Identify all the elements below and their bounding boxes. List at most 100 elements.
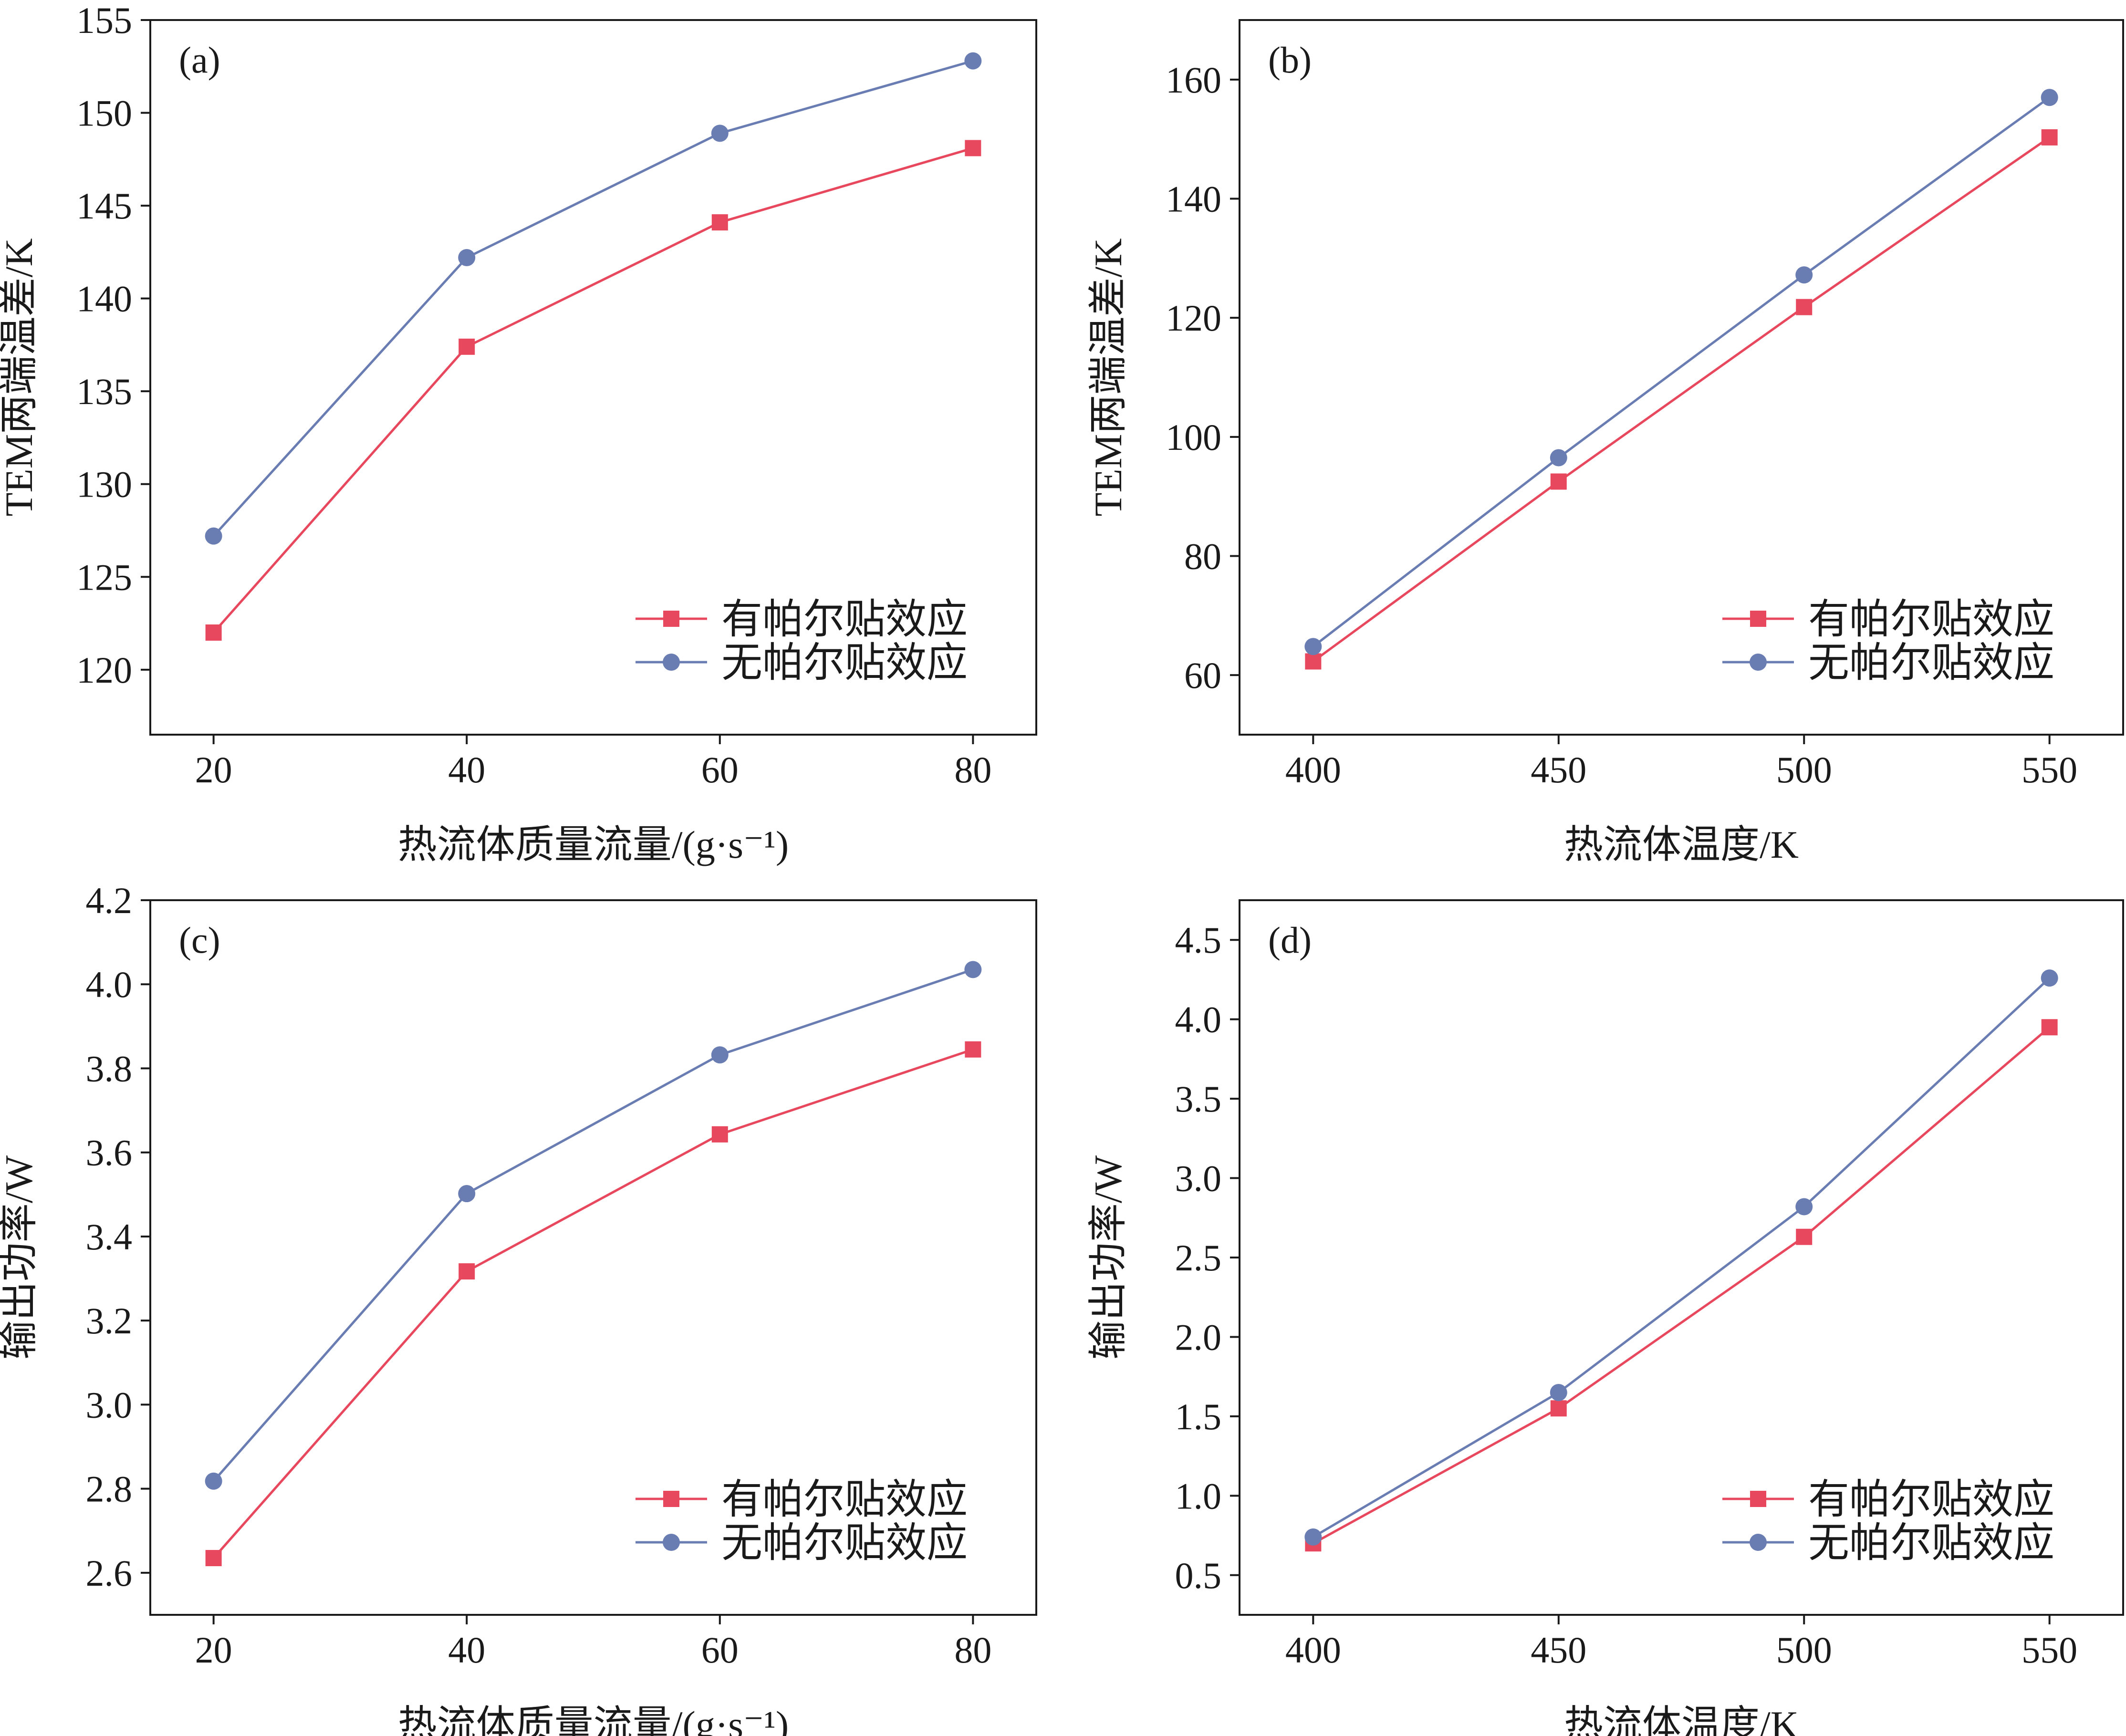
y-tick-label: 3.5 bbox=[1175, 1078, 1222, 1120]
y-tick-label: 2.8 bbox=[86, 1468, 133, 1510]
data-point-circle bbox=[1550, 449, 1567, 467]
data-point-square bbox=[2041, 129, 2058, 146]
x-tick-label: 400 bbox=[1285, 749, 1341, 790]
x-tick-label: 20 bbox=[195, 1629, 232, 1671]
y-tick-label: 130 bbox=[76, 464, 132, 505]
x-tick-label: 450 bbox=[1531, 749, 1586, 790]
data-point-circle bbox=[1795, 1198, 1813, 1216]
legend-marker-circle bbox=[1750, 1534, 1767, 1551]
data-point-square bbox=[1796, 299, 1813, 315]
data-point-circle bbox=[458, 249, 476, 267]
data-point-circle bbox=[711, 1046, 729, 1064]
legend-label: 有帕尔贴效应 bbox=[1808, 596, 2054, 642]
x-tick-label: 550 bbox=[2022, 1629, 2077, 1671]
data-point-circle bbox=[2041, 969, 2058, 987]
legend-marker-square bbox=[1750, 1491, 1766, 1507]
y-axis-label: 输出功率/W bbox=[1086, 1155, 1130, 1360]
legend-marker-square bbox=[1750, 611, 1766, 627]
y-tick-label: 120 bbox=[1166, 297, 1221, 339]
panel-label: (a) bbox=[179, 39, 220, 81]
y-tick-label: 155 bbox=[76, 0, 132, 41]
x-tick-label: 500 bbox=[1776, 749, 1832, 790]
y-tick-label: 1.0 bbox=[1175, 1475, 1222, 1517]
data-point-square bbox=[459, 1263, 475, 1280]
y-tick-label: 4.5 bbox=[1175, 919, 1222, 961]
x-axis-label: 热流体质量流量/(g·s⁻¹) bbox=[398, 823, 789, 866]
x-tick-label: 80 bbox=[954, 1629, 991, 1671]
x-tick-label: 500 bbox=[1776, 1629, 1832, 1671]
series-line bbox=[212, 60, 974, 537]
series-line bbox=[212, 1048, 974, 1559]
x-axis-label: 热流体温度/K bbox=[1564, 823, 1799, 866]
chart-panel: 400 450 500 550 60 80 100 120 140 160 热流体温度/K TEM两端… bbox=[1086, 19, 2124, 866]
y-tick-label: 0.5 bbox=[1175, 1555, 1222, 1596]
x-tick-label: 60 bbox=[701, 1629, 739, 1671]
x-tick-label: 40 bbox=[448, 1629, 485, 1671]
data-point-square bbox=[1796, 1228, 1813, 1245]
legend-label: 有帕尔贴效应 bbox=[1808, 1476, 2054, 1522]
y-tick-label: 150 bbox=[76, 93, 132, 134]
data-point-square bbox=[965, 140, 981, 156]
y-axis-label: 输出功率/W bbox=[0, 1155, 41, 1360]
data-point-square bbox=[205, 1550, 222, 1567]
y-tick-label: 4.2 bbox=[86, 880, 133, 921]
x-tick-label: 550 bbox=[2022, 749, 2077, 790]
x-axis-label: 热流体温度/K bbox=[1564, 1703, 1799, 1736]
series-line bbox=[212, 968, 974, 1482]
legend-label: 无帕尔贴效应 bbox=[1808, 640, 2054, 686]
chart-panel: 20 40 60 80 120 125 130 135 140 145 150 155 热流体质量流量/… bbox=[0, 0, 1037, 866]
legend-marker-circle bbox=[1750, 654, 1767, 671]
x-tick-label: 80 bbox=[954, 749, 991, 790]
legend-label: 无帕尔贴效应 bbox=[721, 1520, 968, 1566]
y-tick-label: 2.6 bbox=[86, 1552, 133, 1594]
x-tick-label: 400 bbox=[1285, 1629, 1341, 1671]
y-axis-label: TEM两端温差/K bbox=[1086, 238, 1130, 516]
legend-label: 有帕尔贴效应 bbox=[721, 1476, 968, 1522]
legend-label: 无帕尔贴效应 bbox=[1808, 1520, 2054, 1566]
y-tick-label: 60 bbox=[1184, 655, 1221, 696]
series-line bbox=[1313, 977, 2051, 1538]
data-point-square bbox=[205, 624, 222, 641]
y-tick-label: 145 bbox=[76, 185, 132, 227]
y-tick-label: 2.0 bbox=[1175, 1316, 1222, 1358]
x-axis-label: 热流体质量流量/(g·s⁻¹) bbox=[398, 1703, 789, 1736]
x-tick-label: 450 bbox=[1531, 1629, 1586, 1671]
data-point-circle bbox=[1304, 638, 1322, 655]
y-axis-label: TEM两端温差/K bbox=[0, 238, 41, 516]
legend-label: 无帕尔贴效应 bbox=[721, 640, 968, 686]
data-point-square bbox=[711, 214, 728, 231]
data-point-square bbox=[1550, 473, 1567, 490]
legend-label: 有帕尔贴效应 bbox=[721, 596, 968, 642]
legend-marker-circle bbox=[663, 654, 680, 671]
y-tick-label: 3.6 bbox=[86, 1132, 133, 1174]
x-tick-label: 60 bbox=[701, 749, 739, 790]
chart-panel: 400 450 500 550 0.5 1.0 1.5 2.0 2.5 3.0 3.5 4.0 4.5 热… bbox=[1086, 899, 2124, 1736]
chart-panel: 20 40 60 80 2.6 2.8 3.0 3.2 3.4 3.6 3.8 4.0 4.2 热流体质量… bbox=[0, 880, 1037, 1736]
y-tick-label: 1.5 bbox=[1175, 1396, 1222, 1437]
plot-frame bbox=[149, 899, 1037, 1616]
series-line bbox=[1312, 96, 2051, 648]
panel-label: (d) bbox=[1268, 919, 1312, 961]
data-point-circle bbox=[964, 52, 982, 70]
legend-marker-square bbox=[663, 611, 679, 627]
data-point-circle bbox=[205, 527, 222, 545]
y-tick-label: 3.4 bbox=[86, 1216, 133, 1258]
plot-frame bbox=[149, 19, 1037, 736]
y-tick-label: 80 bbox=[1184, 536, 1221, 577]
y-tick-label: 3.8 bbox=[86, 1048, 133, 1089]
data-point-square bbox=[711, 1126, 728, 1143]
data-point-circle bbox=[1550, 1383, 1567, 1401]
y-tick-label: 3.0 bbox=[86, 1384, 133, 1425]
panel-label: (b) bbox=[1268, 39, 1312, 81]
data-point-square bbox=[965, 1041, 981, 1058]
y-tick-label: 135 bbox=[76, 371, 132, 412]
y-tick-label: 3.0 bbox=[1175, 1158, 1222, 1199]
y-tick-label: 120 bbox=[76, 649, 132, 691]
x-tick-label: 20 bbox=[195, 749, 232, 790]
data-point-circle bbox=[711, 125, 729, 142]
legend-marker-square bbox=[663, 1491, 679, 1507]
y-tick-label: 100 bbox=[1166, 416, 1221, 458]
data-point-circle bbox=[458, 1185, 476, 1203]
y-tick-label: 4.0 bbox=[86, 964, 133, 1005]
